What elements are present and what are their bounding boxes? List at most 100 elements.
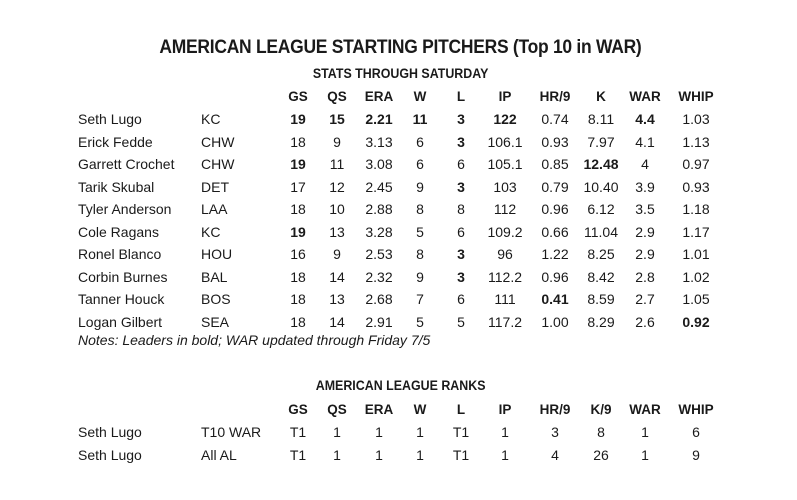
- team-abbr: DET: [201, 178, 229, 195]
- stat-cell: 9: [333, 133, 341, 150]
- table-row: Seth Lugo KC 19 15 2.21 11 3 122 0.74 8.11 4.4 1.03: [0, 108, 797, 130]
- stat-cell: T1: [452, 446, 470, 463]
- stat-cell: 19: [290, 156, 306, 172]
- stat-cell: 4: [551, 446, 559, 463]
- stat-cell: 16: [290, 246, 306, 262]
- stat-cell: 0.74: [541, 111, 569, 127]
- rank-scope: T10 WAR: [201, 424, 262, 440]
- stat-cell: 11: [412, 111, 428, 127]
- ranks-title: AMERICAN LEAGUE RANKS: [315, 378, 486, 393]
- stat-cell: 122: [493, 111, 517, 127]
- stat-cell: T1: [289, 424, 307, 440]
- stat-cell: 1: [501, 446, 509, 463]
- stat-cell: 4: [641, 156, 649, 172]
- table-row: Seth Lugo T10 WAR T1 1 1 1 T1 1 3 8 1 6: [0, 421, 797, 443]
- stat-cell: 1: [333, 446, 341, 463]
- stat-cell: 117.2: [488, 313, 522, 330]
- team-abbr: KC: [201, 223, 221, 240]
- stat-cell: 5: [416, 313, 424, 330]
- stat-cell: 2.68: [365, 291, 393, 307]
- stat-cell: 2.53: [365, 246, 393, 262]
- stat-cell: 13: [329, 291, 345, 307]
- stat-cell: 14: [329, 268, 345, 285]
- player-name: Cole Ragans: [78, 223, 159, 240]
- stat-cell: 0.93: [541, 133, 569, 150]
- table-row: Tarik Skubal DET 17 12 2.45 9 3 103 0.79 10.40 3.9…: [0, 176, 797, 198]
- stat-cell: 0.79: [541, 178, 569, 195]
- player-name: Ronel Blanco: [78, 246, 162, 262]
- stat-cell: 2.7: [635, 291, 655, 307]
- stat-cell: 0.97: [682, 156, 710, 172]
- stat-cell: 3: [457, 178, 465, 195]
- stat-cell: 105.1: [487, 156, 523, 172]
- column-header: GS: [288, 89, 308, 104]
- stat-cell: 96: [497, 246, 513, 262]
- stat-cell: 7: [416, 291, 424, 307]
- stat-cell: 6: [416, 156, 424, 172]
- stat-cell: 8.25: [587, 246, 615, 262]
- stat-cell: 1.00: [541, 313, 569, 330]
- stat-cell: 1: [375, 446, 383, 463]
- stat-cell: 3: [457, 246, 465, 262]
- player-name: Erick Fedde: [78, 133, 153, 150]
- stat-cell: 0.41: [541, 291, 569, 307]
- table-row: Garrett Crochet CHW 19 11 3.08 6 6 105.1 0.85 12.…: [0, 153, 797, 175]
- stat-cell: 2.32: [365, 268, 393, 285]
- stat-cell: 10: [329, 201, 345, 217]
- table-row: Tanner Houck BOS 18 13 2.68 7 6 111 0.41 8.59 2.7 1…: [0, 288, 797, 310]
- stat-cell: 18: [290, 291, 306, 307]
- stat-cell: 1.17: [682, 223, 710, 240]
- stat-cell: 3: [457, 133, 465, 150]
- stat-cell: 0.85: [541, 156, 569, 172]
- stat-cell: 2.6: [635, 313, 655, 330]
- stat-cell: 2.21: [365, 111, 393, 127]
- stat-cell: T1: [452, 424, 470, 440]
- table-row: Corbin Burnes BAL 18 14 2.32 9 3 112.2 0.96 8.42 2…: [0, 266, 797, 288]
- team-abbr: HOU: [201, 246, 233, 262]
- stat-cell: 26: [593, 446, 609, 463]
- column-header: W: [413, 89, 427, 104]
- stat-cell: 11: [329, 156, 345, 172]
- stat-cell: 18: [290, 313, 306, 330]
- stat-cell: 1: [375, 424, 383, 440]
- stat-cell: 1: [416, 424, 424, 440]
- player-name: Corbin Burnes: [78, 268, 168, 285]
- stat-cell: T1: [289, 446, 307, 463]
- column-header: L: [456, 89, 466, 104]
- column-header: WAR: [629, 89, 661, 104]
- stat-cell: 10.40: [583, 178, 619, 195]
- team-abbr: CHW: [201, 156, 235, 172]
- stat-cell: 2.9: [635, 223, 655, 240]
- stat-cell: 9: [416, 268, 424, 285]
- stat-cell: 1.18: [682, 201, 710, 217]
- player-name: Logan Gilbert: [78, 313, 163, 330]
- stat-cell: 8.42: [587, 268, 615, 285]
- stat-cell: 109.2: [487, 223, 523, 240]
- stat-cell: 1: [416, 446, 424, 463]
- stat-cell: 6: [457, 291, 465, 307]
- table-row: Logan Gilbert SEA 18 14 2.91 5 5 117.2 1.00 8.29 2…: [0, 311, 797, 333]
- stat-cell: 8: [597, 424, 605, 440]
- team-abbr: BOS: [201, 291, 231, 307]
- column-header: K/9: [590, 402, 612, 417]
- column-header: IP: [498, 402, 512, 417]
- stat-cell: 18: [290, 268, 306, 285]
- stat-cell: 15: [329, 111, 345, 127]
- stat-cell: 1.03: [682, 111, 710, 127]
- column-header: WHIP: [678, 89, 714, 104]
- table-header-row: GS QS ERA W L IP HR/9 K/9 WAR WHIP: [0, 399, 797, 421]
- stat-cell: 1.01: [682, 246, 710, 262]
- stat-cell: 112: [493, 201, 517, 217]
- stat-cell: 3: [551, 424, 559, 440]
- stat-cell: 19: [290, 111, 306, 127]
- stat-cell: 2.88: [365, 201, 393, 217]
- column-header: WHIP: [678, 402, 714, 417]
- stat-cell: 12.48: [583, 156, 619, 172]
- stat-cell: 0.92: [682, 313, 710, 330]
- stat-cell: 3: [457, 111, 465, 127]
- stat-cell: 3: [457, 268, 465, 285]
- table-row: Ronel Blanco HOU 16 9 2.53 8 3 96 1.22 8.25 2.9 1.0…: [0, 243, 797, 265]
- column-header: ERA: [364, 402, 394, 417]
- table-row: Seth Lugo All AL T1 1 1 1 T1 1 4 26 1 9: [0, 444, 797, 466]
- stat-cell: 112.2: [488, 268, 522, 285]
